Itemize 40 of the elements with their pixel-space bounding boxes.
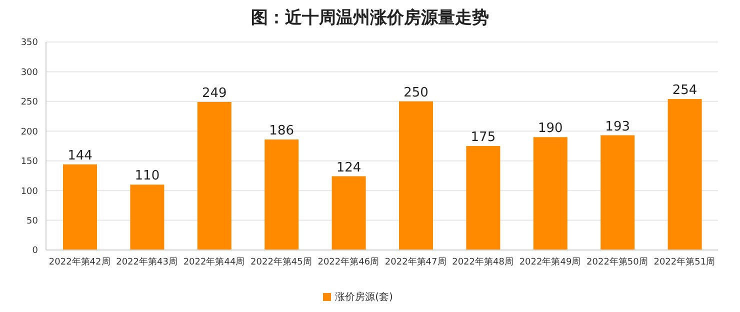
- data-label: 250: [404, 85, 428, 100]
- x-tick-label: 2022年第47周: [384, 256, 446, 268]
- bar: [332, 176, 366, 250]
- data-label: 190: [538, 121, 563, 136]
- y-tick-label: 150: [20, 157, 38, 168]
- y-tick-label: 250: [20, 98, 38, 108]
- x-tick-label: 2022年第44周: [183, 256, 245, 268]
- y-tick-label: 100: [20, 186, 38, 197]
- x-tick-label: 2022年第50周: [586, 256, 648, 268]
- x-tick-label: 2022年第45周: [250, 256, 312, 268]
- bar: [130, 184, 164, 250]
- data-label: 144: [68, 148, 92, 164]
- y-tick-label: 350: [20, 38, 38, 48]
- bar: [668, 99, 702, 250]
- data-label: 186: [269, 123, 294, 138]
- x-tick-label: 2022年第42周: [48, 256, 110, 268]
- bar: [63, 164, 97, 250]
- bar: [466, 146, 500, 250]
- bar: [264, 139, 299, 250]
- bar: [533, 137, 568, 250]
- data-label: 175: [470, 130, 496, 145]
- x-tick-label: 2022年第46周: [318, 256, 380, 268]
- data-label: 124: [336, 160, 362, 176]
- bar: [197, 102, 232, 250]
- x-tick-label: 2022年第48周: [452, 256, 514, 268]
- data-label: 193: [605, 119, 630, 134]
- data-label: 110: [134, 168, 160, 184]
- data-label: 249: [202, 86, 227, 102]
- x-tick-label: 2022年第49周: [519, 256, 581, 268]
- x-tick-label: 2022年第43周: [116, 256, 178, 268]
- legend-label: 涨价房源(套): [335, 292, 393, 303]
- y-tick-label: 200: [20, 127, 38, 138]
- y-tick-label: 0: [32, 246, 38, 256]
- y-tick-label: 50: [26, 216, 38, 226]
- y-tick-label: 300: [20, 68, 38, 78]
- bar: [600, 135, 635, 250]
- x-tick-label: 2022年第51周: [654, 256, 716, 268]
- data-label: 254: [672, 83, 698, 98]
- bar: [399, 101, 433, 250]
- chart-title: 图：近十周温州涨价房源量走势: [250, 8, 490, 30]
